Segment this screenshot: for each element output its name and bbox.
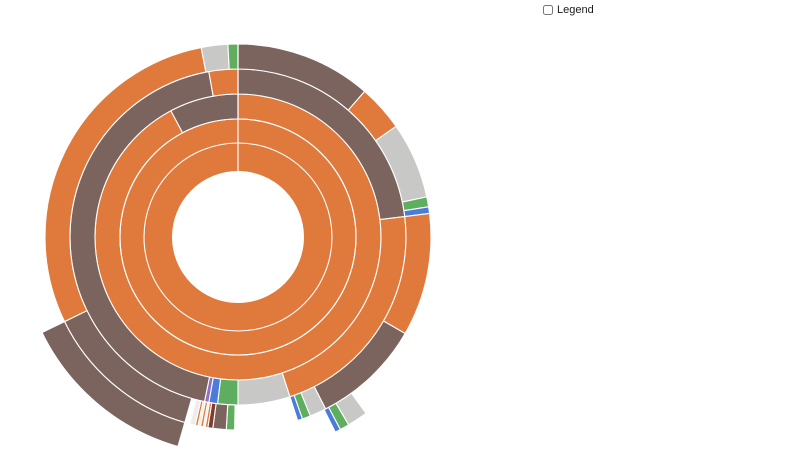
chart-segment[interactable] — [208, 68, 239, 97]
legend-toggle[interactable]: Legend — [543, 4, 594, 16]
chart-ring-1[interactable] — [144, 143, 332, 331]
chart-segment[interactable] — [200, 43, 230, 73]
chart-segment[interactable] — [227, 43, 239, 70]
chart-segment[interactable] — [41, 321, 186, 448]
chart-segment[interactable] — [323, 406, 341, 433]
chart-segment[interactable] — [189, 399, 202, 426]
legend-label: Legend — [557, 4, 594, 16]
chart-segment[interactable] — [289, 394, 303, 422]
legend-checkbox[interactable] — [543, 5, 553, 15]
